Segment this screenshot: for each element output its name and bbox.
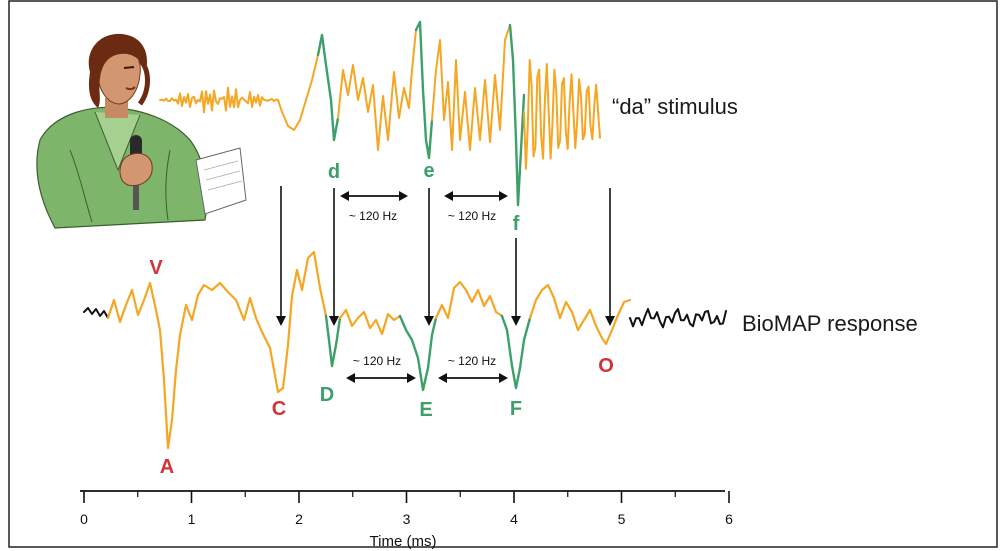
response-onset-segment [106,250,328,450]
interval-arrowhead [407,373,416,383]
stimulus-label: “da” stimulus [612,94,738,119]
alignment-arrows [276,186,615,326]
axis-title: Time (ms) [370,533,437,550]
response-waveform [83,250,727,450]
interval-label: ~ 120 Hz [448,209,496,223]
axis-tick-label: 5 [618,511,626,527]
stimulus-peak-label-e: e [423,160,434,182]
response-peak-label-d: D [320,384,334,406]
response-peak-f-segment [500,314,532,390]
stimulus-peak-e-segment [414,20,434,160]
stimulus-peak-label-f: f [513,213,520,235]
response-baseline-end [629,308,727,329]
response-label: BioMAP response [742,311,918,336]
response-end-segment [528,283,632,346]
woman-speaking-into-microphone-icon [36,33,247,229]
stimulus-peak-f-segment [508,23,526,207]
alignment-arrowhead [329,316,339,326]
alignment-arrowhead [511,316,521,326]
stimulus-onset-segment [159,54,319,131]
response-peak-e-segment [398,314,438,392]
interval-arrowhead [499,191,508,201]
axis-tick-label: 2 [295,511,303,527]
stimulus-mid-segment-1 [337,29,417,151]
interval-arrowhead [444,191,453,201]
stimulus-waveform [159,20,601,207]
alignment-arrowhead [605,316,615,326]
response-peak-label-e: E [419,399,432,421]
response-peak-label-f: F [510,398,522,420]
response-peak-label-a: A [160,456,174,478]
axis-tick-label: 3 [403,511,411,527]
axis-tick-label: 6 [725,511,733,527]
alignment-arrowhead [276,316,286,326]
response-mid-segment-2 [434,280,504,320]
axis-tick-label: 1 [188,511,196,527]
response-peak-d-segment [324,314,342,368]
interval-label: ~ 120 Hz [448,354,496,368]
interval-arrowhead [346,373,355,383]
response-baseline-start [83,307,109,319]
response-peak-label-o: O [598,355,614,377]
axis-tick-label: 4 [510,511,518,527]
interval-label: ~ 120 Hz [353,354,401,368]
interval-label: ~ 120 Hz [349,209,397,223]
alignment-arrowhead [424,316,434,326]
axis-tick-label: 0 [80,511,88,527]
response-peak-label-v: V [149,257,163,279]
stimulus-peak-d-segment [316,33,340,142]
interval-arrowhead [499,373,508,383]
stimulus-mid-segment-2 [431,24,511,151]
interval-arrows: ~ 120 Hz ~ 120 Hz ~ 120 Hz ~ 120 Hz [340,191,508,383]
time-axis: 0 1 2 3 4 5 6 [80,490,733,527]
interval-arrowhead [340,191,349,201]
response-mid-segment-1 [338,308,402,336]
interval-arrowhead [399,191,408,201]
response-peak-label-c: C [272,398,286,420]
stimulus-tail-segment [523,59,601,170]
stimulus-peak-label-d: d [328,161,340,183]
interval-arrowhead [438,373,447,383]
